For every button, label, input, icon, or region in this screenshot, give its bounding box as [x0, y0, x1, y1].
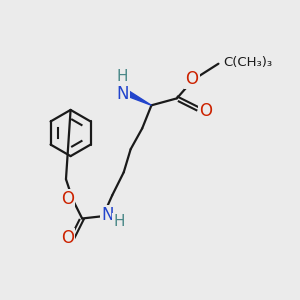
Text: N: N — [101, 206, 114, 224]
Polygon shape — [122, 88, 152, 105]
Text: O: O — [61, 229, 74, 247]
Text: N: N — [116, 85, 129, 103]
Text: H: H — [117, 69, 128, 84]
Text: C(CH₃)₃: C(CH₃)₃ — [223, 56, 272, 69]
Text: O: O — [199, 102, 212, 120]
Text: H: H — [113, 214, 125, 230]
Text: O: O — [185, 70, 198, 88]
Text: O: O — [61, 190, 74, 208]
